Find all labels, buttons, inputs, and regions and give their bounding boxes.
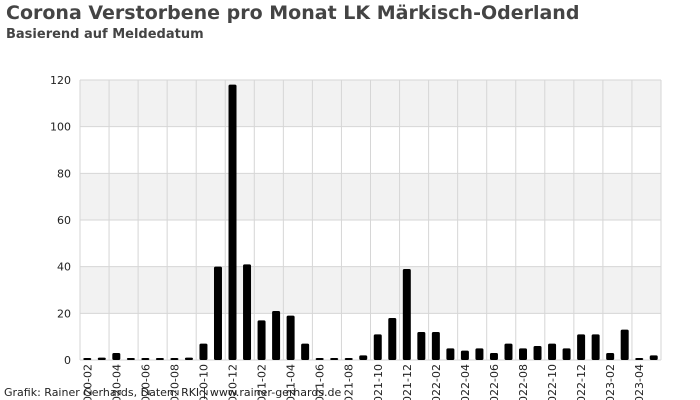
bar: [286, 315, 295, 360]
x-tick-label: 2020-08: [168, 364, 181, 400]
x-tick-label: 2021-06: [314, 364, 327, 400]
y-tick-label: 40: [57, 261, 71, 274]
bar: [533, 346, 542, 360]
x-tick-label: 2022-02: [430, 364, 443, 400]
x-tick-label: 2020-04: [110, 364, 123, 400]
bar: [519, 348, 528, 360]
bar: [620, 329, 629, 360]
bar: [141, 358, 150, 360]
x-tick-label: 2020-06: [139, 364, 152, 400]
horizontal-gridlines: [80, 79, 661, 361]
bar: [460, 350, 469, 360]
y-tick-label: 0: [64, 354, 71, 367]
bar: [431, 332, 440, 360]
y-tick-label: 80: [57, 167, 71, 180]
bar: [301, 343, 310, 360]
x-tick-label: 2020-02: [81, 364, 94, 400]
bar: [548, 343, 557, 360]
bar: [475, 348, 484, 360]
y-tick-label: 100: [50, 121, 71, 134]
bar: [213, 266, 222, 360]
y-axis: 0 20 40 60 80 100 120: [50, 74, 71, 367]
x-tick-label: 2021-10: [372, 364, 385, 400]
bar: [635, 358, 644, 360]
bar: [373, 334, 382, 360]
bar: [330, 358, 339, 360]
x-tick-label: 2021-02: [256, 364, 269, 400]
y-tick-label: 60: [57, 214, 71, 227]
bar: [97, 357, 106, 360]
bar: [446, 348, 455, 360]
bar: [243, 264, 252, 360]
x-tick-label: 2022-12: [575, 364, 588, 400]
x-tick-label: 2023-04: [633, 364, 646, 400]
y-tick-label: 120: [50, 74, 71, 87]
bar: [83, 358, 92, 360]
bar: [649, 355, 658, 360]
bar: [315, 358, 324, 360]
x-tick-label: 2021-04: [285, 364, 298, 400]
bar: [184, 357, 193, 360]
bar: [155, 358, 164, 360]
y-tick-label: 20: [57, 307, 71, 320]
x-tick-label: 2020-12: [227, 364, 240, 400]
x-tick-label: 2022-08: [517, 364, 530, 400]
x-tick-label: 2022-06: [488, 364, 501, 400]
x-tick-label: 2021-12: [401, 364, 414, 400]
x-tick-label: 2022-04: [459, 364, 472, 400]
bar: [272, 311, 281, 360]
x-tick-label: 2023-02: [604, 364, 617, 400]
bar: [562, 348, 571, 360]
x-tick-label: 2020-10: [197, 364, 210, 400]
bar: [504, 343, 513, 360]
bar: [170, 358, 179, 360]
x-axis: 2020-02 2020-04 2020-06 2020-08 2020-10 2020-…: [81, 364, 646, 400]
bar: [199, 343, 208, 360]
bar: [402, 269, 411, 360]
bar: [344, 358, 353, 360]
bar: [126, 358, 135, 360]
bar: [228, 84, 237, 361]
bar: [577, 334, 586, 360]
bar: [591, 334, 600, 360]
bar: [359, 355, 368, 360]
chart-title: Corona Verstorbene pro Monat LK Märkisch…: [6, 2, 580, 24]
chart-subtitle: Basierend auf Meldedatum: [6, 27, 204, 42]
bar: [112, 353, 121, 360]
x-tick-label: 2021-08: [343, 364, 356, 400]
bar: [388, 318, 397, 360]
bar: [257, 320, 266, 360]
bar: [606, 353, 615, 360]
bar-series: [83, 84, 658, 361]
x-tick-label: 2022-10: [546, 364, 559, 400]
bar: [417, 332, 426, 360]
bar: [489, 353, 498, 360]
source-credit: Grafik: Rainer Gerhards, Daten: RKI | ww…: [4, 386, 342, 399]
